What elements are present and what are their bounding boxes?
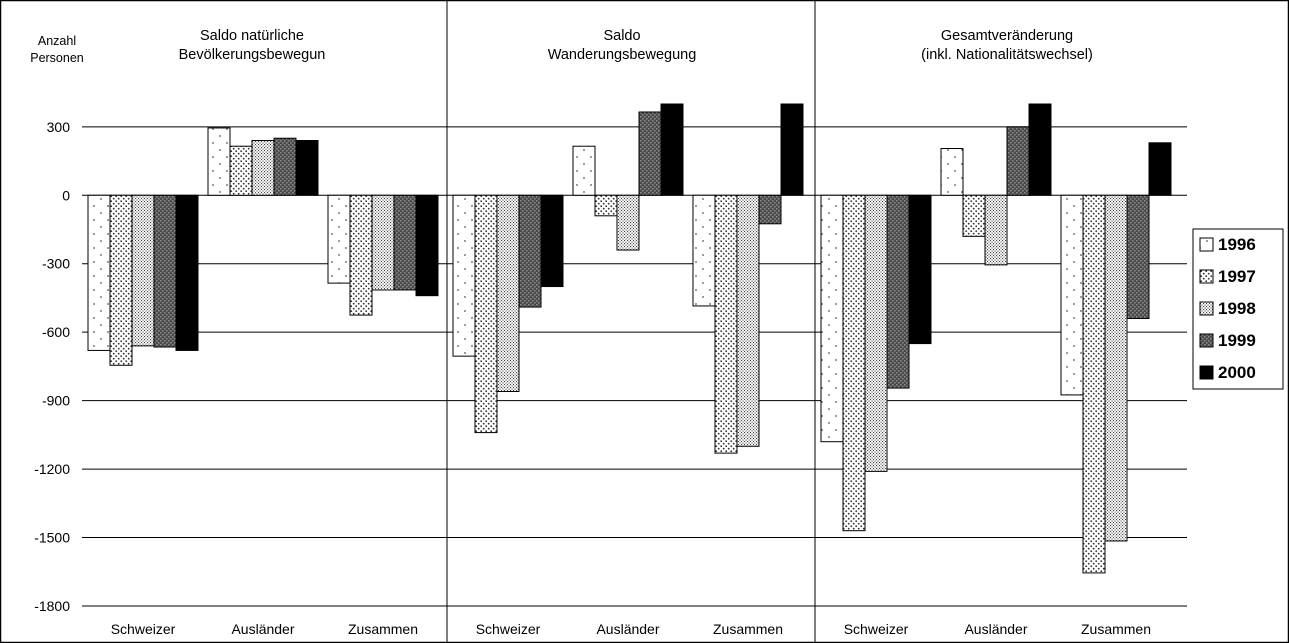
panel-titles: Saldo natürliche Bevölkerungsbewegun Saldo… [179,28,1093,63]
y-axis-label-line2: Personen [30,51,84,65]
panel-title-3-line2: (inkl. Nationalitätswechsel) [921,47,1093,63]
category-label: Zusammen [713,621,783,637]
bar-p2-zusammen-1999 [758,194,782,225]
bar-p3-schweizer-1996 [820,194,844,443]
category-label: Ausländer [964,621,1027,637]
bar-p3-zusammen-1999 [1126,194,1150,319]
bar-p1-schweizer-1998 [131,194,155,347]
y-tick-label: 0 [62,187,70,203]
bar-p3-zusammen-1997 [1082,194,1106,574]
legend-swatch-1997 [1199,269,1214,284]
bar-p2-ausländer-1998 [616,194,640,251]
y-tick-label: -300 [42,256,70,272]
bar-p3-schweizer-2000 [908,194,932,345]
category-label: Zusammen [348,621,418,637]
bar-p3-ausländer-2000 [1028,103,1052,196]
bar-p2-schweizer-2000 [540,194,564,288]
bar-p2-schweizer-1996 [452,194,476,357]
y-tick-label: -900 [42,393,70,409]
panel-title-3-line1: Gesamtveränderung [941,28,1073,44]
category-labels: Schweizer Ausländer Zusammen Schweizer Auslä… [111,621,1151,637]
bar-p3-schweizer-1997 [842,194,866,532]
bar-p3-ausländer-1999 [1006,126,1030,196]
bar-p3-zusammen-2000 [1148,142,1172,196]
bar-p3-ausländer-1998 [984,194,1008,266]
bar-p2-ausländer-1996 [572,145,596,196]
bar-p1-ausländer-1997 [229,145,253,196]
legend-label-1999: 1999 [1218,331,1256,350]
bar-p3-zusammen-1996 [1060,194,1084,396]
panel-title-2-line1: Saldo [603,28,640,44]
category-label: Ausländer [231,621,294,637]
bars [87,103,1172,574]
bar-p2-schweizer-1997 [474,194,498,434]
category-label: Zusammen [1081,621,1151,637]
bar-p1-zusammen-1996 [327,194,351,284]
y-tick-label: -1800 [34,598,70,614]
bar-p1-ausländer-1999 [273,137,297,196]
bar-p1-schweizer-1997 [109,194,133,366]
bar-p1-ausländer-1998 [251,140,275,196]
bar-p1-schweizer-1999 [153,194,177,348]
bar-p3-ausländer-1996 [940,147,964,196]
bar-p3-zusammen-1998 [1104,194,1128,542]
bar-p2-zusammen-1997 [714,194,738,454]
bar-p3-schweizer-1998 [864,194,888,472]
bar-p2-schweizer-1999 [518,194,542,308]
bar-p2-schweizer-1998 [496,194,520,393]
category-label: Ausländer [596,621,659,637]
legend-swatch-1996 [1199,237,1214,252]
y-tick-label: -1200 [34,461,70,477]
legend-label-2000: 2000 [1218,363,1256,382]
bar-p1-schweizer-1996 [87,194,111,351]
panel-title-1-line2: Bevölkerungsbewegun [179,47,326,63]
legend-swatch-2000 [1199,365,1214,380]
panel-dividers [446,0,816,643]
category-label: Schweizer [111,621,176,637]
bar-p3-schweizer-1999 [886,194,910,389]
panel-title-2-line2: Wanderungsbewegung [548,47,697,63]
y-axis-ticks: 300 0 -300 -600 -900 -1200 -1500 -1800 [34,119,70,614]
bar-p2-ausländer-1999 [638,111,662,196]
bar-p1-zusammen-1999 [393,194,417,291]
y-axis-label-line1: Anzahl [38,34,76,48]
bar-p2-zusammen-1996 [692,194,716,307]
bar-p1-ausländer-2000 [295,140,319,196]
bar-p1-zusammen-2000 [415,194,439,297]
bar-p2-zusammen-1998 [736,194,760,447]
panel-title-1-line1: Saldo natürliche [200,28,304,44]
legend-swatch-1999 [1199,333,1214,348]
bar-p1-zusammen-1997 [349,194,373,316]
y-tick-label: 300 [47,119,71,135]
y-tick-label: -1500 [34,530,70,546]
bar-p1-zusammen-1998 [371,194,395,291]
legend-label-1997: 1997 [1218,267,1256,286]
legend: 1996 1997 1998 1999 2000 [1192,228,1284,390]
legend-label-1998: 1998 [1218,299,1256,318]
bar-p3-ausländer-1997 [962,194,986,237]
bar-p2-ausländer-1997 [594,194,618,217]
legend-swatch-1998 [1199,301,1214,316]
bar-p2-zusammen-2000 [780,103,804,196]
bar-p1-ausländer-1996 [207,127,231,196]
bar-p2-ausländer-2000 [660,103,684,196]
y-tick-label: -600 [42,324,70,340]
category-label: Schweizer [844,621,909,637]
bar-p1-schweizer-2000 [175,194,199,351]
category-label: Schweizer [476,621,541,637]
legend-label-1996: 1996 [1218,235,1256,254]
